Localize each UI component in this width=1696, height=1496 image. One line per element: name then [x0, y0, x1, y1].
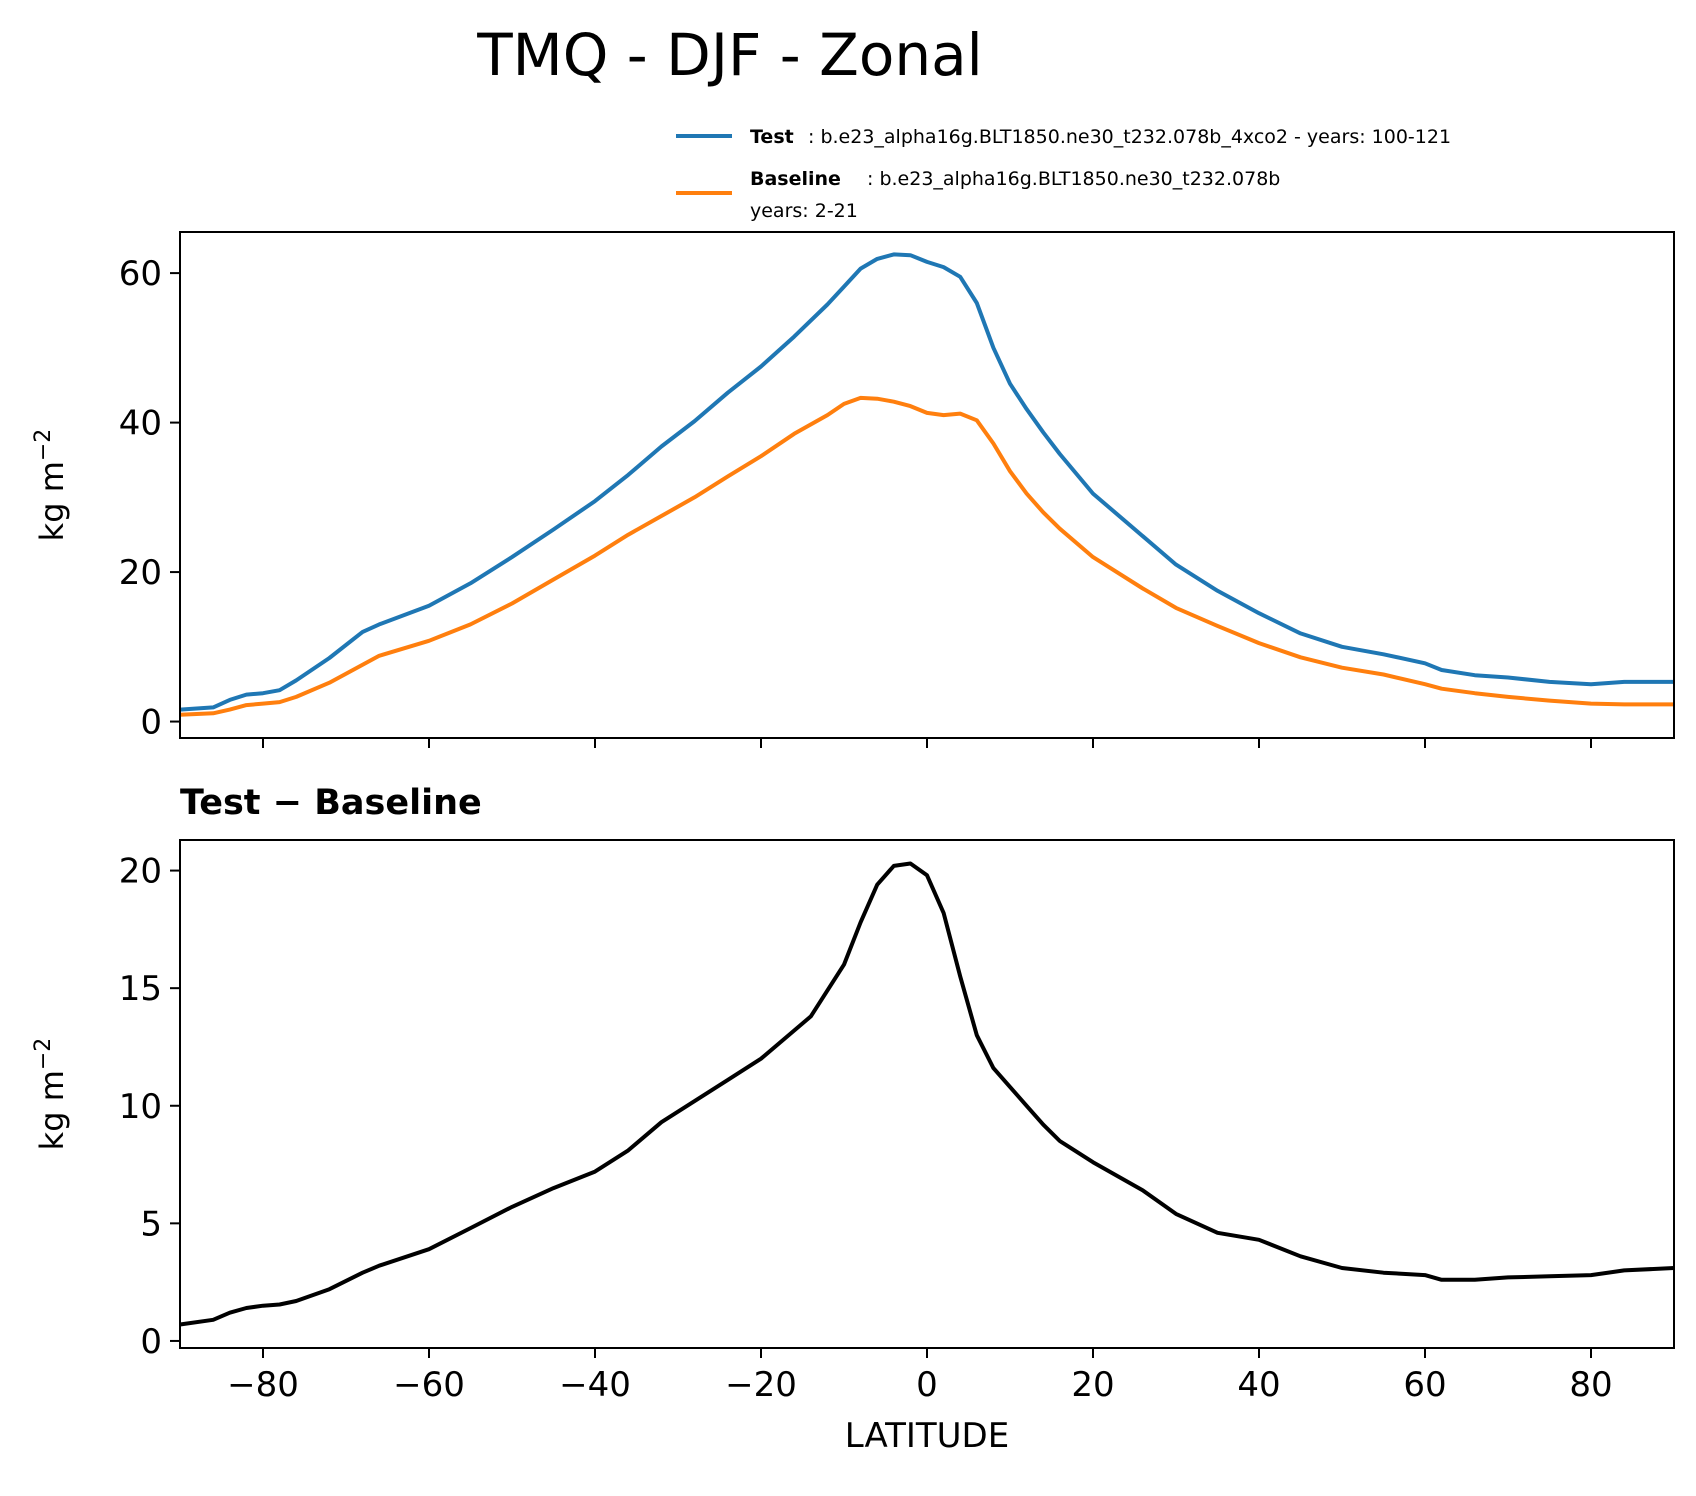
bottom-series-group	[179, 861, 1675, 1327]
top-series-line-1	[179, 395, 1674, 717]
bottom-axis-ticks: 0 5 10 15 20 −80 −60 −40 −20 0 20 40 60 80	[119, 852, 1613, 1405]
legend: Test : b.e23_alpha16g.BLT1850.ne30_t232.…	[676, 126, 1451, 222]
bottom-xtick-label: 80	[1569, 1365, 1612, 1405]
bottom-plot-frame	[179, 839, 1675, 1349]
top-ytick-label: 0	[140, 703, 162, 743]
legend-label-baseline: : b.e23_alpha16g.BLT1850.ne30_t232.078b	[867, 168, 1280, 190]
bottom-panel: Test − Baseline 0 5 10 15 20 −80 −60 −40 −20 0 20 4…	[31, 783, 1675, 1456]
bottom-xtick-label: 40	[1237, 1365, 1280, 1405]
top-ylabel: kg m−2	[31, 429, 71, 542]
top-series-line-0	[179, 252, 1674, 712]
top-ytick-label: 40	[119, 404, 162, 444]
bottom-subtitle: Test − Baseline	[180, 783, 482, 823]
bottom-ylabel: kg m−2	[31, 1038, 71, 1151]
x-axis-label: LATITUDE	[845, 1416, 1009, 1456]
legend-label-baseline-years: years: 2-21	[750, 200, 858, 222]
legend-label-test: : b.e23_alpha16g.BLT1850.ne30_t232.078b_…	[808, 126, 1451, 148]
top-ytick-label: 20	[119, 553, 162, 593]
top-panel: 0 20 40 60 kg m−2	[31, 231, 1675, 748]
bottom-xtick-label: 20	[1071, 1365, 1114, 1405]
bottom-series-line-0	[179, 861, 1675, 1327]
bottom-xtick-label: −20	[725, 1365, 797, 1405]
bottom-xtick-label: −60	[393, 1365, 465, 1405]
chart-title: TMQ - DJF - Zonal	[476, 21, 983, 89]
bottom-ytick-label: 0	[140, 1322, 162, 1362]
top-ytick-label: 60	[119, 254, 162, 294]
bottom-ytick-label: 15	[119, 969, 162, 1009]
top-series-group	[179, 252, 1674, 717]
bottom-xtick-label: 0	[916, 1365, 938, 1405]
bottom-xtick-label: −40	[559, 1365, 631, 1405]
bottom-xtick-label: −80	[227, 1365, 299, 1405]
legend-label-test-bold: Test	[750, 126, 794, 148]
legend-label-baseline-bold: Baseline	[750, 168, 841, 190]
bottom-ytick-label: 10	[119, 1087, 162, 1127]
bottom-xtick-label: 60	[1403, 1365, 1446, 1405]
top-axis-ticks: 0 20 40 60	[119, 254, 1592, 748]
bottom-ytick-label: 20	[119, 852, 162, 892]
bottom-ytick-label: 5	[140, 1204, 162, 1244]
top-plot-frame	[179, 231, 1675, 739]
